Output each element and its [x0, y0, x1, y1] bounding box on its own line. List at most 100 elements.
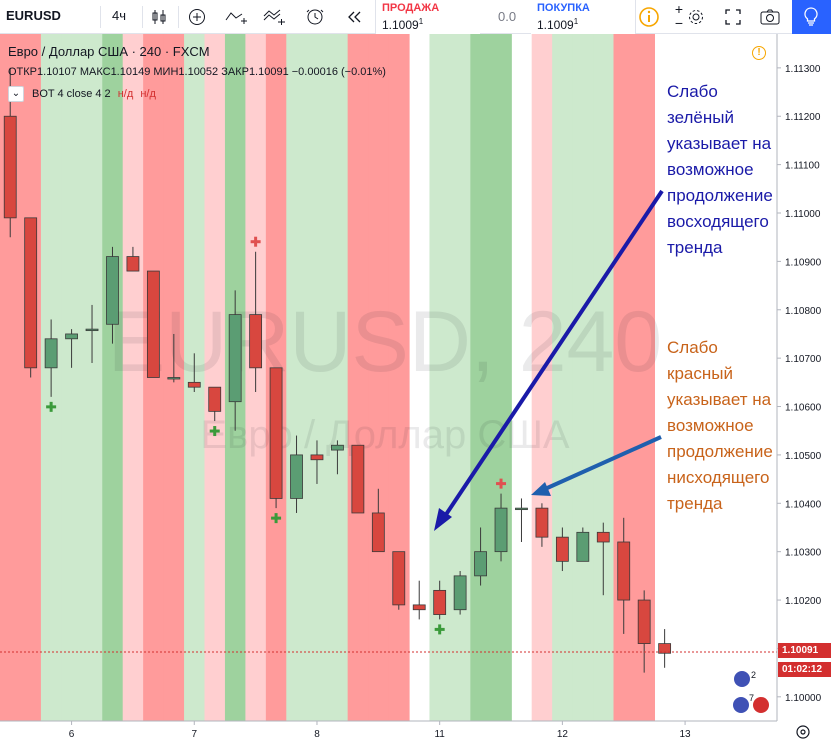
zone-weak-green [81, 34, 103, 721]
zone-strong-green [102, 34, 124, 721]
price-tick-label: 1.10400 [785, 499, 822, 510]
candle-body [269, 367, 283, 499]
settings-icon[interactable] [684, 6, 708, 28]
zone-weak-red [122, 34, 144, 721]
candle-body [392, 551, 406, 606]
sell-signal [250, 236, 261, 247]
candle-down [658, 629, 672, 668]
info-icon[interactable] [637, 6, 661, 28]
plus-icon[interactable]: + [674, 1, 684, 17]
price-chart[interactable]: EURUSD, 240 Евро / Доллар США 1.11300 1.1… [0, 34, 831, 743]
sell-signal-v [499, 478, 503, 489]
annotation-green: Слабо зелёный указывает на возможное про… [667, 82, 773, 257]
candle-body [249, 314, 263, 369]
price-tick-label: 1.11300 [785, 64, 821, 75]
candle-up [576, 527, 590, 562]
indicators-icon[interactable] [224, 6, 248, 28]
watermark-main: EURUSD, 240 [108, 294, 662, 390]
candle-down [24, 217, 38, 378]
replay-icon[interactable] [342, 6, 366, 28]
price-tick-label: 1.10900 [785, 257, 822, 268]
symbol-label[interactable]: EURUSD [6, 8, 61, 23]
candle-body [24, 217, 38, 369]
green-zone-arrow [443, 189, 664, 518]
time-axis[interactable]: 6 7 8 11 12 13 [69, 721, 691, 740]
indicator-value-2: н/д [140, 87, 156, 100]
sell-signal-v [254, 236, 258, 247]
toolbar-divider [100, 6, 101, 28]
red-zone-arrowhead [531, 482, 551, 496]
candle-down [617, 517, 631, 634]
zone-weak-red [204, 34, 226, 721]
candle-body [658, 643, 672, 654]
candle-up [106, 246, 119, 344]
candle-body [515, 507, 528, 511]
candle-body [351, 444, 365, 514]
warning-icon[interactable]: ! [752, 46, 766, 60]
annotation-red: Слабо красный указывает на возможное про… [667, 338, 773, 513]
spread-value: 0.0 [498, 9, 517, 24]
candle-up [85, 304, 99, 363]
candle-up [65, 329, 78, 368]
zone-weak-green [593, 34, 615, 721]
candle-body [208, 386, 222, 412]
axis-settings-icon[interactable] [796, 725, 810, 739]
candle-down [310, 440, 324, 484]
candle-body [85, 328, 99, 332]
add-indicator-icon[interactable] [185, 6, 209, 28]
indicator-value-1: н/д [117, 87, 134, 100]
candle-body [494, 507, 508, 553]
candle-body [576, 531, 590, 562]
indicator-name: BOT 4 close 4 2 [32, 87, 111, 100]
candle-up [228, 290, 242, 431]
candle-down [412, 580, 426, 620]
indicator-legend[interactable]: ⌄ BOT 4 close 4 2 н/д н/д [8, 86, 156, 102]
ohlc-values: ОТКР1.10107 МАКС1.10149 МИН1.10052 ЗАКР1… [8, 66, 386, 78]
zone-weak-green [306, 34, 328, 721]
buy-label: ПОКУПКА [537, 2, 590, 14]
svg-text:7: 7 [749, 693, 754, 703]
snapshot-icon[interactable] [758, 6, 782, 28]
current-price-tag: 1.10091 [778, 643, 831, 658]
candle-body [555, 536, 569, 562]
candle-body [433, 589, 447, 615]
chevron-down-icon[interactable]: ⌄ [8, 86, 24, 102]
candle-up [474, 527, 487, 586]
candle-down [392, 551, 406, 610]
candle-down [351, 444, 365, 514]
buy-button[interactable]: ПОКУПКА 1.10091 [531, 0, 636, 34]
sell-button[interactable]: ПРОДАЖА 1.10091 [375, 0, 480, 34]
price-tick-label: 1.11000 [785, 209, 821, 220]
arrow-layer [434, 189, 664, 531]
candle-down [535, 503, 549, 547]
idea-button[interactable] [792, 0, 831, 34]
candle-layer [3, 67, 672, 673]
buy-signal-v [274, 513, 278, 524]
zone-weak-green [429, 34, 451, 721]
minus-icon[interactable]: − [674, 15, 684, 31]
zone-weak-green [61, 34, 83, 721]
price-tick-label: 1.10800 [785, 306, 822, 317]
candle-down [208, 386, 222, 422]
buy-signal [434, 624, 445, 635]
price-tick-label: 1.10600 [785, 403, 822, 414]
price-tick-label: 1.10500 [785, 451, 822, 462]
templates-icon[interactable] [262, 6, 286, 28]
zone-strong-red [633, 34, 655, 721]
idea-icon [804, 7, 818, 26]
interval-label[interactable]: 4ч [112, 8, 127, 23]
candle-down [371, 488, 385, 553]
candle-down [249, 251, 263, 393]
time-tick-label: 8 [314, 729, 320, 740]
bar-style-icon[interactable] [147, 6, 171, 28]
red-zone-arrow [544, 435, 662, 491]
candle-up [453, 571, 467, 615]
candle-up [331, 440, 344, 475]
economic-event-icon[interactable]: 2 7 [733, 670, 769, 713]
fullscreen-icon[interactable] [721, 6, 745, 28]
candle-body [167, 377, 181, 380]
candle-body [596, 531, 610, 543]
alert-icon[interactable] [303, 6, 327, 28]
sell-signal [496, 478, 507, 489]
svg-text:2: 2 [751, 670, 756, 680]
